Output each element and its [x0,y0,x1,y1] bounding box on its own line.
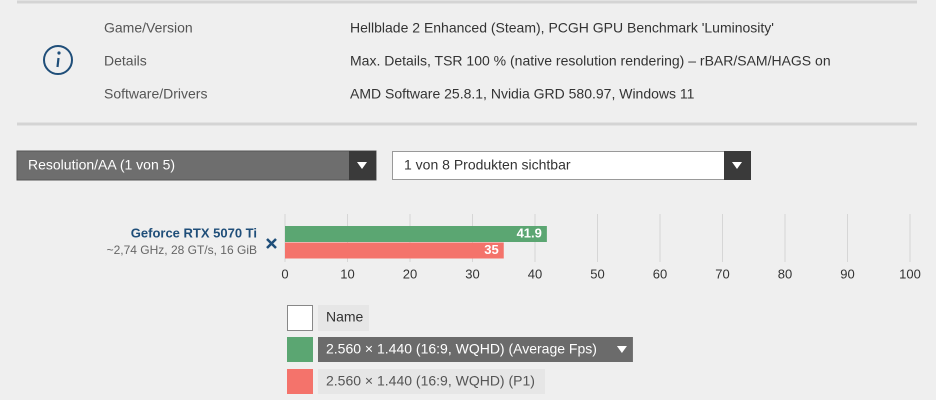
legend-swatch[interactable] [287,337,313,362]
legend-header: Name [326,309,364,325]
legend-dropdown-arrow [616,346,627,353]
info-label: Details [104,53,147,69]
value-label: 41.9 [517,226,542,241]
x-tick-label: 100 [899,266,921,281]
dropdown-text: 1 von 8 Produkten sichtbar [404,157,571,173]
info-value: AMD Software 25.8.1, Nvidia GRD 580.97, … [350,86,695,102]
x-tick-label: 30 [465,266,479,281]
category-detail: ~2,74 GHz, 28 GT/s, 16 GiB [107,243,257,257]
x-tick-label: 10 [340,266,354,281]
info-label: Software/Drivers [104,86,207,102]
resolution-dropdown[interactable]: Resolution/AA (1 von 5) [16,150,377,181]
x-tick-label: 60 [653,266,667,281]
products-dropdown[interactable]: 1 von 8 Produkten sichtbar [392,151,752,180]
legend-swatch[interactable] [287,369,313,394]
legend-checkbox[interactable] [287,305,313,331]
legend-label: 2.560 × 1.440 (16:9, WQHD) (P1) [326,373,535,389]
x-tick-label: 40 [528,266,542,281]
x-tick-label: 70 [715,266,729,281]
x-tick-label: 0 [281,266,288,281]
legend-label-box[interactable] [318,337,633,362]
remove-icon[interactable] [266,238,277,249]
legend-label-box[interactable] [318,369,545,394]
info-label: Game/Version [104,20,193,36]
bar [285,226,547,242]
legend-label: 2.560 × 1.440 (16:9, WQHD) (Average Fps) [326,341,597,357]
info-value: Max. Details, TSR 100 % (native resoluti… [350,53,831,69]
info-icon [43,45,73,75]
dropdown-text: Resolution/AA (1 von 5) [28,157,175,173]
info-value: Hellblade 2 Enhanced (Steam), PCGH GPU B… [350,20,774,36]
x-tick-label: 20 [403,266,417,281]
bar [285,242,504,259]
x-tick-label: 50 [590,266,604,281]
legend-header-box [318,305,369,331]
category-label: Geforce RTX 5070 Ti [131,225,257,240]
value-label: 35 [484,242,498,257]
x-tick-label: 80 [778,266,792,281]
x-tick-label: 90 [840,266,854,281]
